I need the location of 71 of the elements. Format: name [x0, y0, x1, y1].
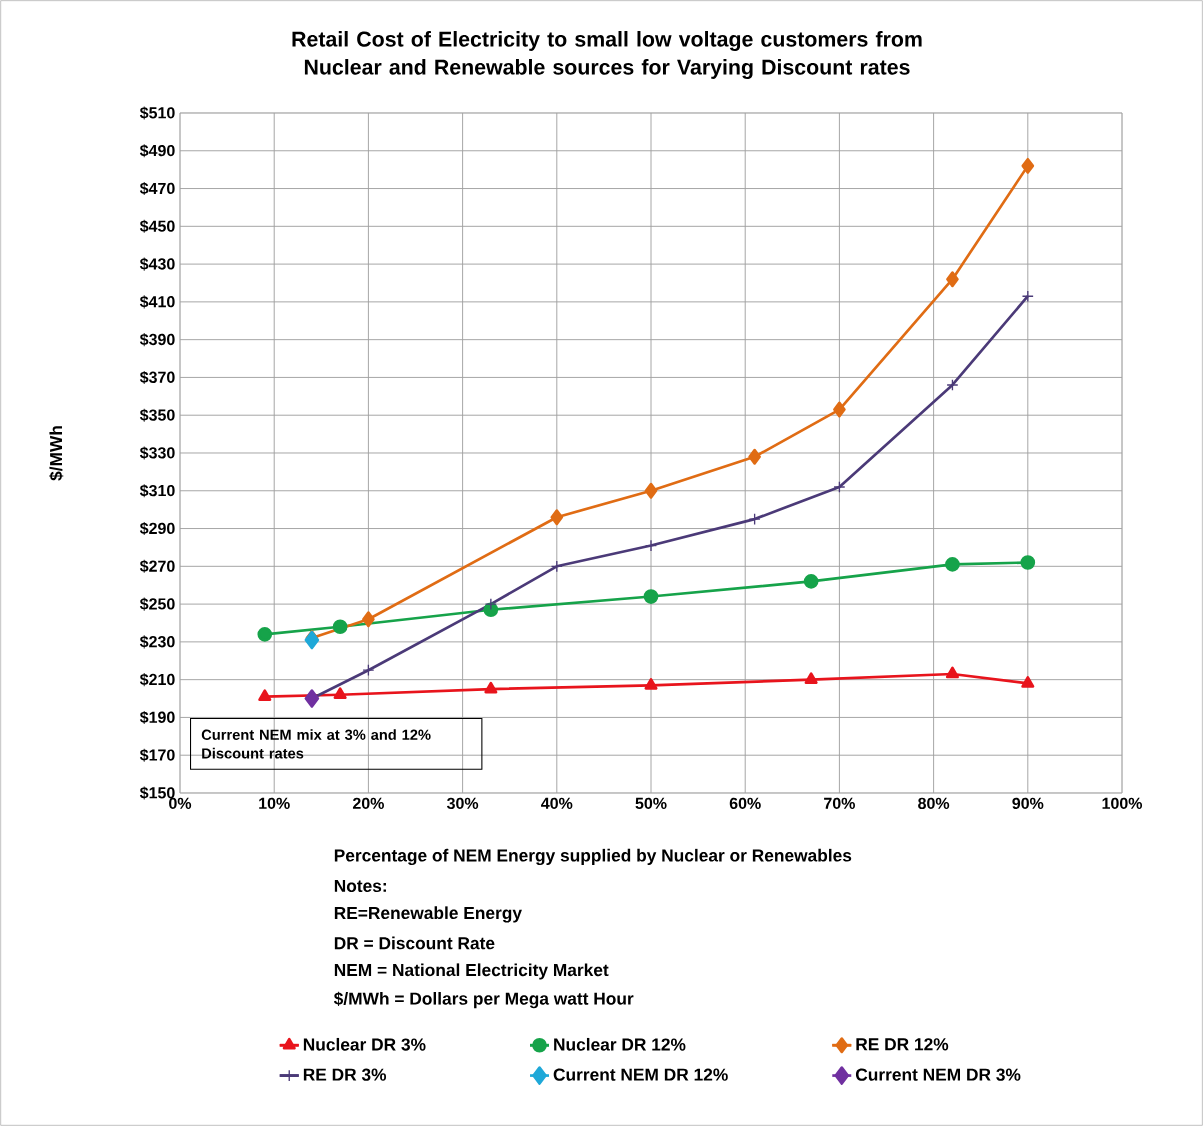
point: [644, 482, 658, 499]
x-axis-title: Percentage of NEM Energy supplied by Nuclear or Renewables: [334, 848, 852, 866]
point: [257, 626, 273, 642]
legend-label: Current NEM DR 12%: [553, 1068, 728, 1081]
point: [833, 480, 846, 493]
y-tick-label: $410: [139, 295, 175, 309]
point: [643, 589, 659, 604]
legend-label: Nuclear DR 3%: [303, 1037, 426, 1051]
point: [484, 681, 498, 694]
point: [258, 689, 272, 701]
point: [484, 598, 497, 611]
y-tick-label: $390: [139, 333, 175, 347]
x-tick-label: 90%: [1012, 797, 1044, 810]
point: [332, 619, 348, 635]
point: [362, 664, 375, 677]
y-tick-label: $230: [139, 635, 175, 649]
point: [1021, 290, 1034, 303]
point: [748, 513, 761, 526]
y-tick-label: $510: [139, 106, 175, 120]
point: [945, 557, 960, 572]
point: [550, 509, 564, 526]
point: [803, 574, 819, 589]
x-tick-label: 100%: [1102, 797, 1143, 810]
y-tick-label: $430: [139, 257, 175, 271]
legend-label: Nuclear DR 12%: [554, 1037, 686, 1051]
chart-title: Retail Cost of Electricity to small low voltage customers from Nuclear and Renewable sources for Varying Discount rates: [292, 30, 922, 79]
text: Notes:: [334, 879, 386, 893]
text: DR = Discount Rate: [334, 936, 495, 950]
point: [333, 687, 347, 700]
y-tick-label: $290: [139, 522, 175, 536]
point: [833, 401, 846, 418]
text: RE=Renewable Energy: [334, 906, 522, 923]
x-tick-label: 40%: [541, 797, 573, 810]
x-tick-label: 30%: [446, 797, 479, 810]
y-axis-title: $/MWh: [49, 426, 64, 481]
point: [1021, 157, 1035, 174]
x-tick-label: 20%: [352, 797, 384, 810]
x-tick-label: 60%: [729, 797, 761, 810]
y-tick-label: $350: [139, 408, 175, 422]
text: NEM = National Electricity Market: [334, 963, 609, 980]
x-tick-label: 80%: [918, 797, 950, 810]
x-tick-label: 50%: [635, 797, 667, 810]
y-tick-label: $330: [139, 446, 175, 460]
legend-label: Current NEM DR 3%: [855, 1068, 1021, 1081]
y-tick-label: $250: [139, 597, 175, 611]
y-tick-label: $470: [139, 182, 175, 196]
y-tick-label: $370: [139, 370, 175, 384]
y-tick-label: $170: [139, 748, 175, 762]
point: [644, 677, 658, 690]
point: [946, 378, 959, 391]
annotation: Current NEM mix at 3% and 12% Discount rates: [201, 729, 431, 759]
y-tick-label: $450: [139, 219, 175, 233]
x-tick-label: 70%: [824, 797, 855, 810]
point: [550, 560, 563, 573]
point: [945, 666, 959, 679]
point: [645, 539, 658, 552]
point: [1021, 676, 1035, 688]
y-tick-label: $270: [139, 559, 175, 573]
point: [1020, 555, 1036, 570]
legend-label: RE DR 3%: [303, 1068, 387, 1081]
point: [362, 611, 375, 628]
y-tick-label: $310: [139, 484, 175, 498]
point: [804, 672, 818, 684]
point: [946, 271, 959, 288]
text: $/MWh = Dollars per Mega watt Hour: [333, 991, 634, 1009]
legend-label: RE DR 12%: [856, 1038, 949, 1051]
x-tick-label: 10%: [259, 797, 290, 810]
y-tick-label: $210: [139, 673, 175, 687]
y-tick-label: $490: [139, 144, 175, 158]
y-tick-label: $190: [139, 710, 175, 724]
point: [748, 448, 761, 465]
